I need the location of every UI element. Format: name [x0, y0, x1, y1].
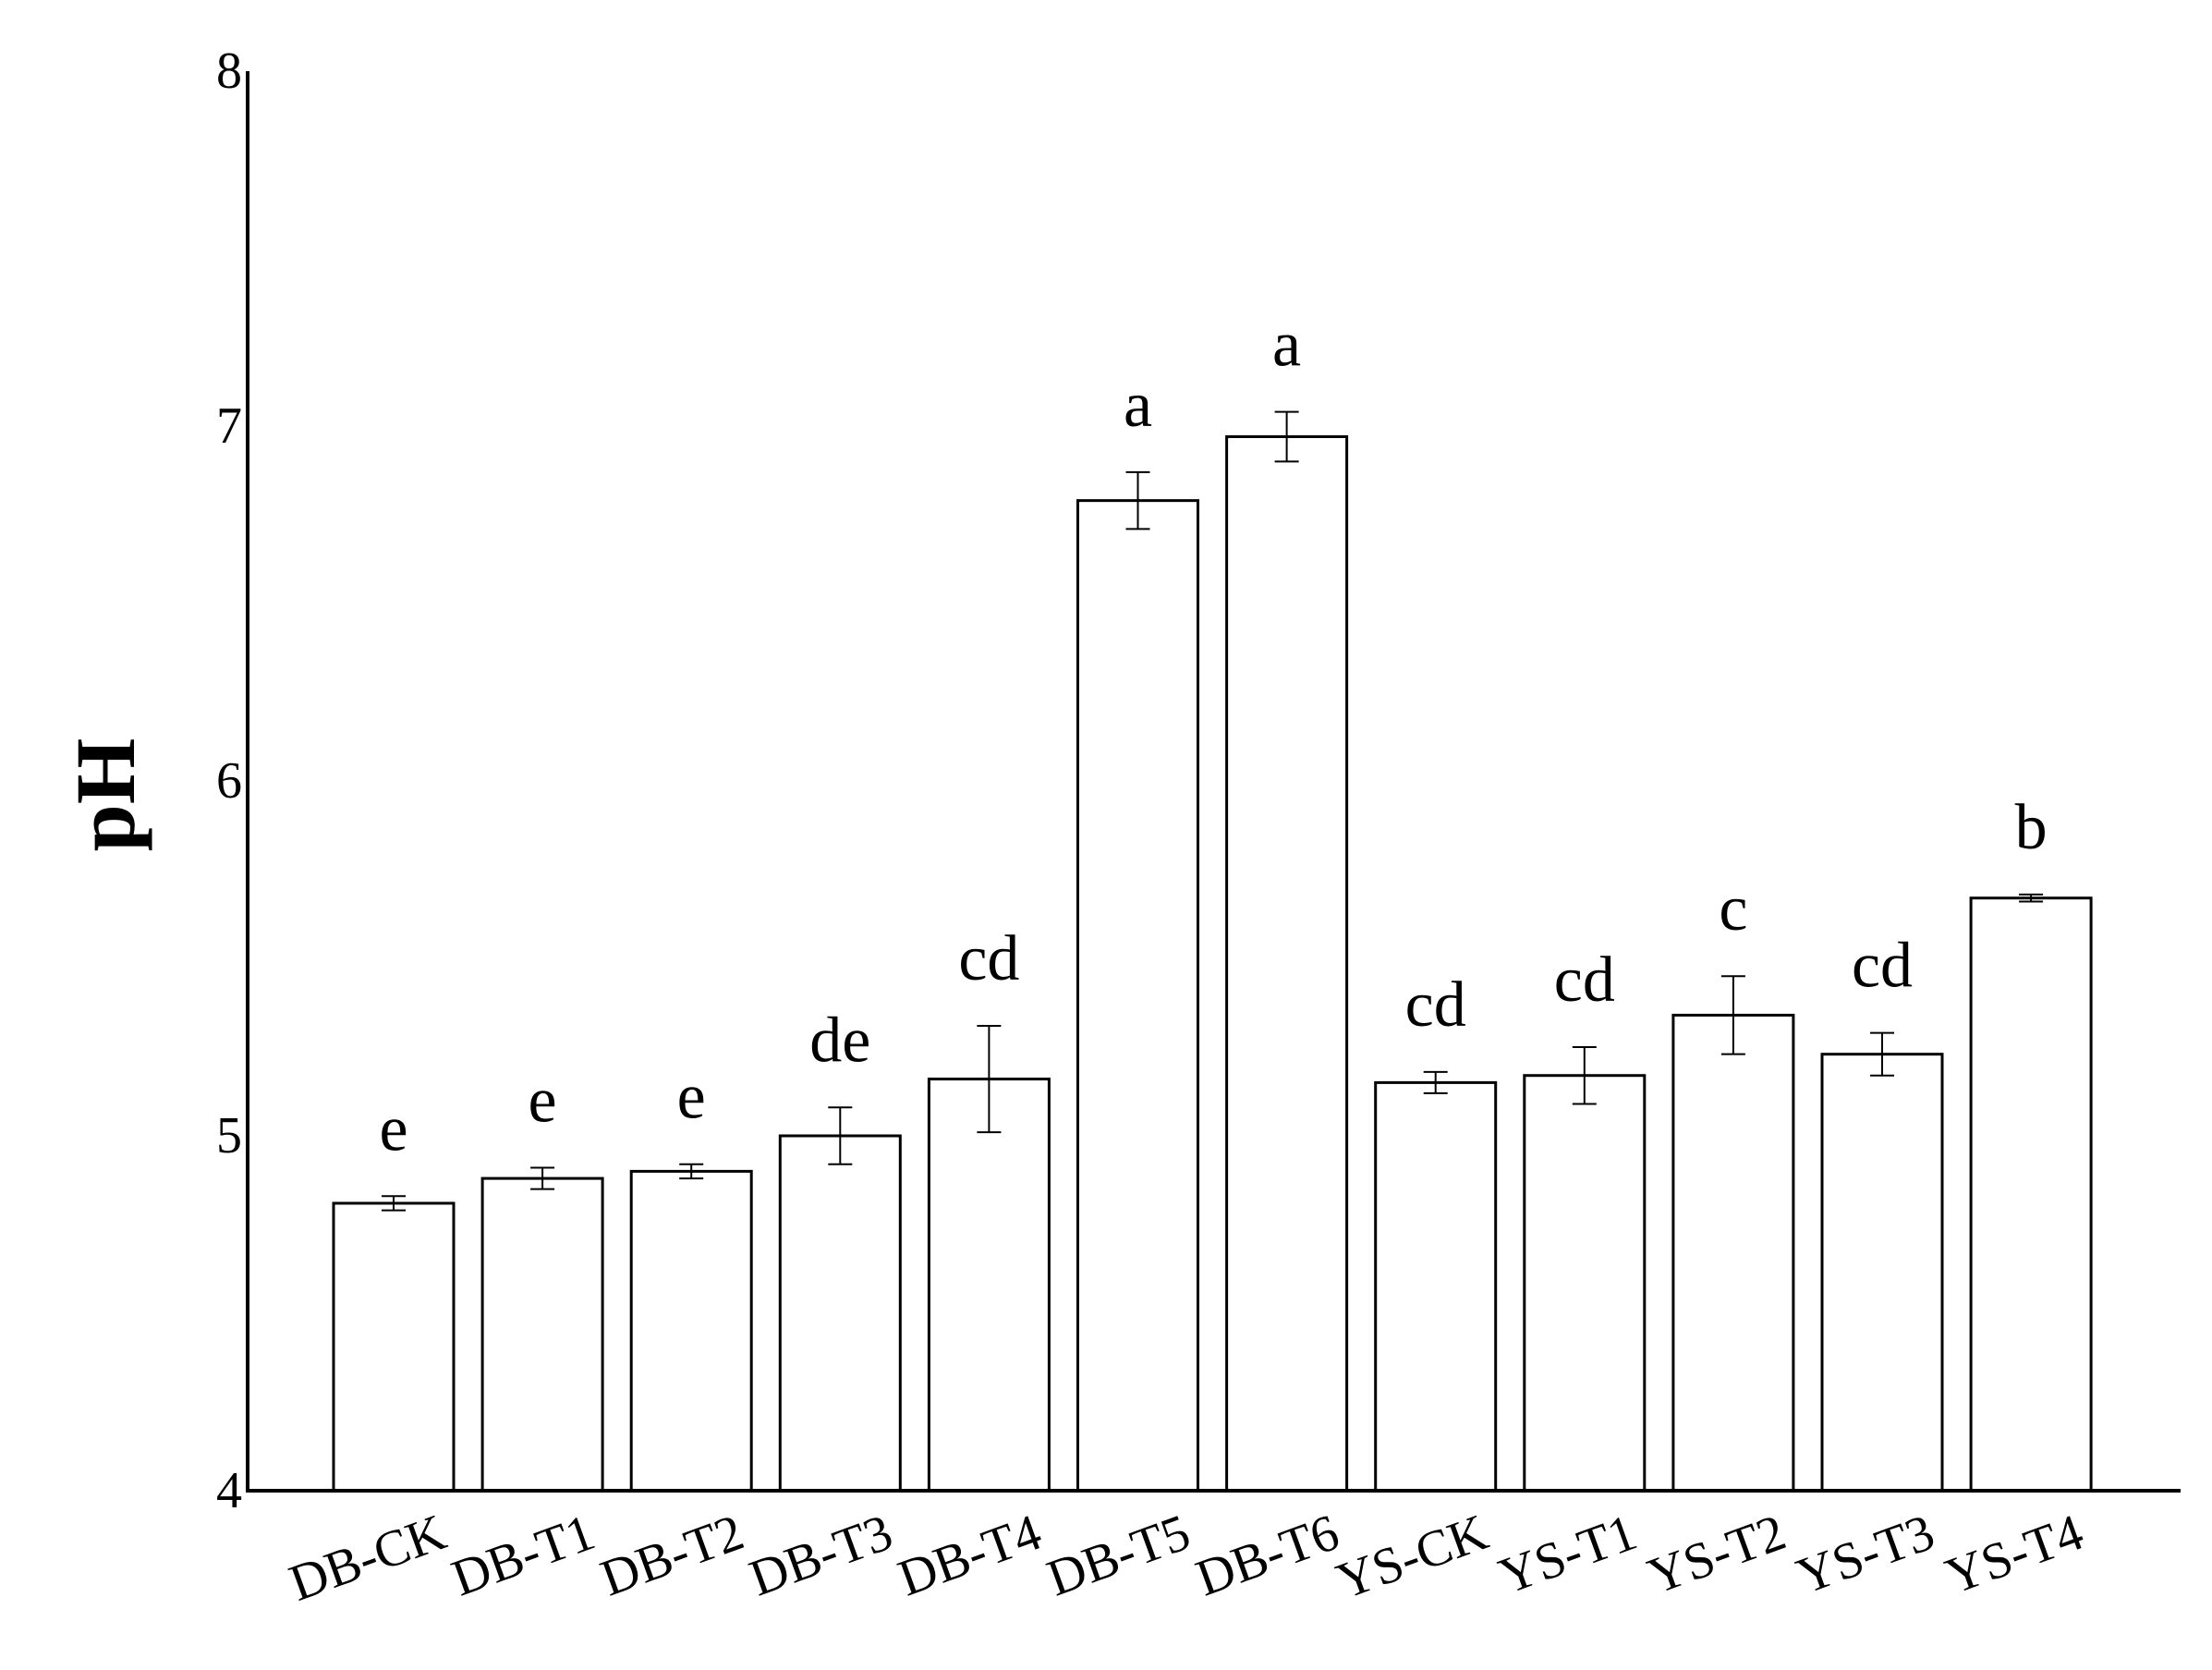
y-tick-label: 8: [216, 43, 242, 100]
error-bar: [679, 1163, 704, 1180]
error-bar: [2019, 893, 2044, 903]
x-category-label: DB-T1: [444, 1504, 602, 1608]
bar-db-t5: [1076, 499, 1199, 1493]
error-bar: [1125, 470, 1150, 530]
x-category-label: DB-T4: [892, 1504, 1049, 1608]
y-tick-label: 4: [216, 1462, 242, 1519]
x-category-label: DB-T3: [742, 1504, 899, 1608]
error-bars-group: [382, 410, 2044, 1212]
x-category-labels-group: DB-CKDB-T1DB-T2DB-T3DB-T4DB-T5DB-T6YS-CK…: [283, 1504, 2091, 1613]
significance-label: a: [1272, 310, 1301, 381]
significance-label: cd: [1405, 969, 1466, 1041]
bar-db-t2: [629, 1169, 753, 1493]
bar-ys-ck: [1374, 1080, 1498, 1493]
error-bar: [1870, 1031, 1894, 1077]
x-category-label: YS-T2: [1641, 1504, 1793, 1605]
significance-label: cd: [1554, 945, 1615, 1016]
significance-label: e: [529, 1066, 557, 1137]
bars-group: [332, 435, 2093, 1493]
x-category-label: YS-CK: [1330, 1504, 1495, 1611]
bar-db-t3: [778, 1134, 902, 1493]
significance-label: c: [1719, 873, 1747, 945]
significance-label: e: [379, 1093, 407, 1164]
error-bar: [1572, 1046, 1597, 1105]
bar-db-t1: [480, 1176, 604, 1493]
bar-ys-t2: [1671, 1013, 1795, 1493]
significance-label: a: [1124, 370, 1152, 441]
significance-label: cd: [958, 923, 1019, 994]
bar-db-t4: [927, 1078, 1051, 1493]
x-category-label: YS-T3: [1790, 1504, 1941, 1605]
x-category-label: YS-T4: [1939, 1504, 2090, 1605]
error-bar: [382, 1195, 406, 1212]
y-axis-title: pH: [58, 738, 152, 852]
error-bar: [1274, 410, 1299, 463]
x-category-label: DB-T6: [1189, 1504, 1346, 1608]
x-category-label: DB-CK: [283, 1504, 454, 1613]
error-bar: [1720, 975, 1745, 1055]
y-tick-label: 6: [216, 752, 242, 810]
significance-label: b: [2015, 792, 2048, 863]
x-category-label: DB-T5: [1040, 1504, 1197, 1608]
bar-ys-t4: [1969, 896, 2093, 1493]
error-bar: [977, 1024, 1002, 1134]
significance-label: e: [677, 1062, 706, 1133]
bar-ys-t1: [1523, 1074, 1647, 1493]
error-bar: [828, 1106, 853, 1165]
bar-db-ck: [332, 1201, 456, 1493]
y-tick-labels-group: 4 5 6 7 8: [216, 43, 242, 1519]
bar-db-t6: [1225, 435, 1349, 1493]
significance-labels-group: e e e de cd a a cd cd c cd b: [379, 310, 2047, 1165]
significance-label: cd: [1852, 931, 1913, 1002]
significance-label: de: [809, 1005, 870, 1076]
error-bar: [530, 1166, 555, 1190]
error-bar: [1423, 1070, 1448, 1094]
y-tick-label: 7: [216, 397, 242, 455]
bar-ys-t3: [1820, 1053, 1944, 1493]
y-tick-label: 5: [216, 1107, 242, 1164]
x-category-label: YS-T1: [1492, 1504, 1644, 1605]
x-category-label: DB-T2: [593, 1504, 750, 1608]
